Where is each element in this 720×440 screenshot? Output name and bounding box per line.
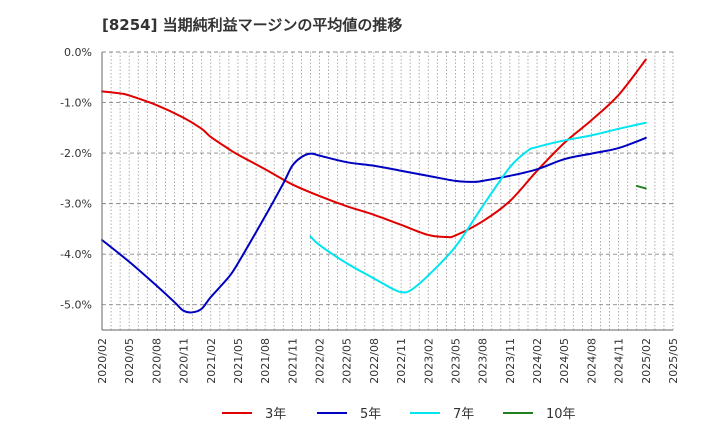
legend: 3年 5年 7年 10年 <box>222 407 576 422</box>
x-tick-label: 2022/02 <box>314 338 327 384</box>
x-tick-label: 2022/08 <box>368 338 381 384</box>
series-line-3 <box>635 184 647 190</box>
y-tick-label: -1.0% <box>60 97 92 110</box>
legend-label-0: 3年 <box>265 407 286 422</box>
x-tick-label: 2020/08 <box>150 338 163 384</box>
x-tick-label: 2020/05 <box>123 338 136 384</box>
x-tick-label: 2024/02 <box>531 338 544 384</box>
x-tick-label: 2023/11 <box>504 338 517 384</box>
legend-label-1: 5年 <box>360 407 381 422</box>
x-tick-label: 2021/11 <box>286 338 299 384</box>
series-line-0 <box>101 58 647 239</box>
x-tick-label: 2020/11 <box>178 338 191 384</box>
axes: 2020/02 2020/05 2020/08 2020/11 2021/02 2021/… <box>60 46 680 384</box>
x-tick-label: 2023/02 <box>422 338 435 384</box>
x-tick-label: 2024/11 <box>613 338 626 384</box>
x-tick-label: 2023/08 <box>477 338 490 384</box>
plot-area <box>102 52 673 330</box>
series-lines <box>101 58 647 314</box>
x-tick-label: 2021/08 <box>259 338 272 384</box>
series-line-1 <box>101 136 647 314</box>
y-tick-label: -2.0% <box>60 147 92 160</box>
y-tick-label: -3.0% <box>60 198 92 211</box>
x-tick-label: 2023/05 <box>449 338 462 384</box>
x-tick-label: 2021/02 <box>205 338 218 384</box>
legend-label-2: 7年 <box>453 407 474 422</box>
x-tick-label: 2022/11 <box>395 338 408 384</box>
y-tick-label: -4.0% <box>60 248 92 261</box>
x-tick-label: 2024/08 <box>585 338 598 384</box>
x-tick-label: 2025/02 <box>640 338 653 384</box>
legend-label-3: 10年 <box>546 407 576 422</box>
x-tick-label: 2021/05 <box>232 338 245 384</box>
chart-title: [8254] 当期純利益マージンの平均値の推移 <box>102 16 403 34</box>
x-tick-label: 2020/02 <box>96 338 109 384</box>
x-tick-label: 2025/05 <box>667 338 680 384</box>
x-tick-label: 2022/05 <box>341 338 354 384</box>
y-tick-label: 0.0% <box>64 46 92 59</box>
y-tick-label: -5.0% <box>60 299 92 312</box>
x-tick-label: 2024/05 <box>558 338 571 384</box>
series-line-2 <box>309 121 647 294</box>
